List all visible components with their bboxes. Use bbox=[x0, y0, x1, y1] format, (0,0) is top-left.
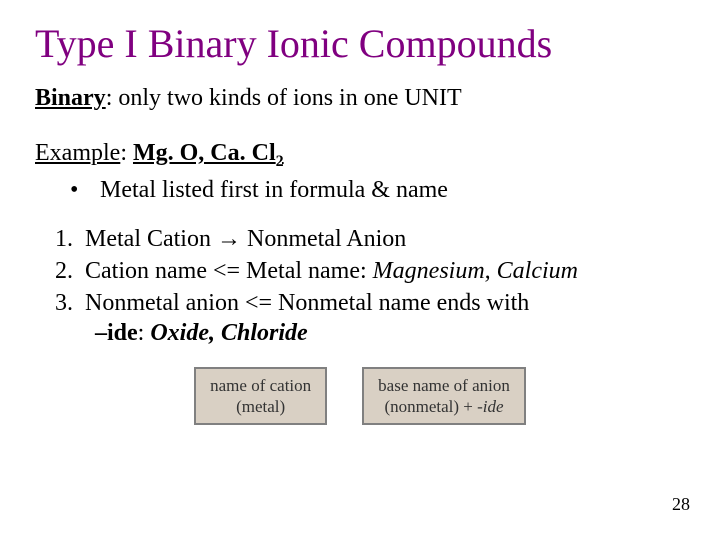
subscript-2: 2 bbox=[276, 153, 284, 170]
anion-box: base name of anion (nonmetal) + -ide bbox=[362, 367, 526, 426]
term-binary: Binary bbox=[35, 85, 106, 111]
bullet-item: •Metal listed first in formula & name bbox=[35, 177, 685, 204]
item2-text: Cation name <= Metal name: bbox=[85, 258, 373, 284]
item2-number: 2. bbox=[55, 258, 73, 284]
box1-line1: name of cation bbox=[210, 375, 311, 396]
bullet-text: Metal listed first in formula & name bbox=[100, 177, 448, 203]
page-title: Type I Binary Ionic Compounds bbox=[35, 20, 685, 67]
box2-line2: (nonmetal) + -ide bbox=[378, 396, 510, 417]
definition-text: : only two kinds of ions in one UNIT bbox=[106, 85, 462, 111]
item3-text: Nonmetal anion <= Nonmetal name ends wit… bbox=[85, 290, 529, 316]
item1-text-a: Metal Cation bbox=[85, 226, 217, 252]
list-item-3-cont: –ide: Oxide, Chloride bbox=[47, 320, 685, 347]
item2-italic: Magnesium, Calcium bbox=[373, 258, 578, 284]
arrow-icon: → bbox=[217, 226, 241, 252]
item3-number: 3. bbox=[55, 290, 73, 316]
page-number: 28 bbox=[672, 494, 690, 515]
item3-italic: Oxide, Chloride bbox=[150, 320, 307, 346]
list-item-1: 1. Metal Cation → Nonmetal Anion bbox=[47, 224, 685, 254]
info-boxes: name of cation (metal) base name of anio… bbox=[35, 367, 685, 426]
box2-line1: base name of anion bbox=[378, 375, 510, 396]
box1-line2: (metal) bbox=[210, 396, 311, 417]
list-item-2: 2. Cation name <= Metal name: Magnesium,… bbox=[47, 256, 685, 286]
example-compounds: Mg. O, Ca. Cl2 bbox=[133, 140, 284, 166]
numbered-list: 1. Metal Cation → Nonmetal Anion 2. Cati… bbox=[35, 224, 685, 347]
bullet-mark: • bbox=[70, 177, 100, 204]
example-line: Example: Mg. O, Ca. Cl2 bbox=[35, 140, 685, 171]
example-label: Example bbox=[35, 140, 120, 166]
ide-sep: : bbox=[138, 320, 151, 346]
ide-bold: –ide bbox=[95, 320, 138, 346]
list-item-3: 3. Nonmetal anion <= Nonmetal name ends … bbox=[47, 288, 685, 318]
example-colon: : bbox=[120, 140, 133, 166]
item1-number: 1. bbox=[55, 226, 73, 252]
ide-suffix: -ide bbox=[477, 397, 503, 416]
item1-text-b: Nonmetal Anion bbox=[241, 226, 406, 252]
cation-box: name of cation (metal) bbox=[194, 367, 327, 426]
definition-line: Binary: only two kinds of ions in one UN… bbox=[35, 85, 685, 112]
